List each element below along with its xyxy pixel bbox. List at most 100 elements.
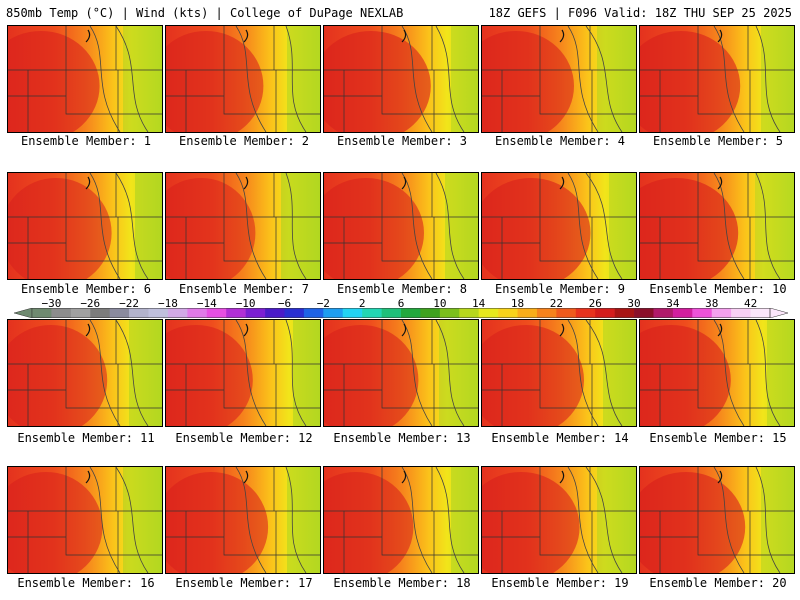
colorbar-bin	[498, 308, 518, 318]
ensemble-panel-1	[7, 25, 163, 133]
ensemble-panel-11	[7, 319, 163, 427]
temperature-map	[324, 320, 478, 426]
ensemble-panel-15	[639, 319, 795, 427]
colorbar-bin	[731, 308, 751, 318]
isotherm-contours	[401, 320, 465, 426]
temperature-map	[166, 26, 320, 132]
colorbar-bin	[459, 308, 479, 318]
colorbar-bin	[129, 308, 149, 318]
ensemble-member-label: Ensemble Member: 2	[178, 134, 310, 148]
ensemble-member-label: Ensemble Member: 17	[175, 576, 313, 590]
ensemble-member-label: Ensemble Member: 7	[178, 282, 310, 296]
colorbar-bin	[323, 308, 344, 318]
colorbar-bin	[167, 308, 188, 318]
colorbar-tick-label: −26	[80, 297, 101, 310]
state-boundaries	[166, 173, 320, 279]
temperature-map	[8, 467, 162, 573]
state-boundaries	[640, 467, 794, 573]
colorbar-bin	[226, 308, 246, 318]
colorbar-bin	[51, 308, 72, 318]
colorbar-bin	[575, 308, 596, 318]
state-boundaries	[482, 26, 636, 132]
colorbar-bin	[362, 308, 382, 318]
ensemble-member-label: Ensemble Member: 12	[175, 431, 313, 445]
temperature-map	[8, 173, 162, 279]
colorbar-tick-label: 2	[358, 297, 366, 310]
colorbar-bin	[381, 308, 402, 318]
colorbar-tick-label: −30	[41, 297, 62, 310]
colorbar-tick-label: 38	[705, 297, 719, 310]
colorbar-scale	[14, 308, 788, 318]
ensemble-panel-8	[323, 172, 479, 280]
state-boundaries	[166, 320, 320, 426]
state-boundaries	[482, 467, 636, 573]
isotherm-contours	[713, 320, 781, 426]
state-boundaries	[166, 26, 320, 132]
colorbar-tick-label: 42	[743, 297, 758, 310]
colorbar-bin	[265, 308, 285, 318]
isotherm-contours	[401, 173, 465, 279]
isotherm-contours	[89, 173, 149, 279]
run-valid-time: 18Z GEFS | F096 Valid: 18Z THU SEP 25 20…	[488, 6, 792, 20]
ensemble-member-label: Ensemble Member: 14	[491, 431, 629, 445]
colorbar-bin	[401, 308, 421, 318]
ensemble-member-label: Ensemble Member: 1	[20, 134, 152, 148]
ensemble-member-label: Ensemble Member: 16	[17, 576, 155, 590]
ensemble-member-label: Ensemble Member: 20	[649, 576, 787, 590]
state-boundaries	[8, 467, 162, 573]
isotherm-contours	[401, 467, 465, 573]
isotherm-contours	[713, 26, 781, 132]
temperature-map	[324, 173, 478, 279]
state-boundaries	[8, 320, 162, 426]
ensemble-panel-7	[165, 172, 321, 280]
state-boundaries	[324, 26, 478, 132]
colorbar-tick-label: −18	[158, 297, 178, 310]
isotherm-contours	[567, 173, 623, 279]
colorbar-bin	[32, 308, 52, 318]
isotherm-contours	[89, 320, 149, 426]
colorbar-bin	[711, 308, 732, 318]
colorbar-bin	[303, 308, 324, 318]
ensemble-member-label: Ensemble Member: 18	[333, 576, 471, 590]
colorbar-bin	[206, 308, 227, 318]
isotherm-contours	[401, 26, 465, 132]
state-boundaries	[324, 173, 478, 279]
temperature-map	[482, 467, 636, 573]
state-boundaries	[640, 173, 794, 279]
ensemble-panel-17	[165, 466, 321, 574]
colorbar-tick-label: 10	[433, 297, 447, 310]
ensemble-panel-12	[165, 319, 321, 427]
ensemble-member-label: Ensemble Member: 4	[494, 134, 626, 148]
state-boundaries	[482, 320, 636, 426]
colorbar-tick-label: 34	[666, 297, 680, 310]
temperature-map	[324, 26, 478, 132]
colorbar-tick-label: −6	[277, 297, 292, 310]
temperature-map	[166, 320, 320, 426]
state-boundaries	[324, 467, 478, 573]
colorbar-bin	[595, 308, 615, 318]
isotherm-contours	[567, 320, 623, 426]
ensemble-panel-16	[7, 466, 163, 574]
ensemble-panel-19	[481, 466, 637, 574]
colorbar-bin	[672, 308, 693, 318]
isotherm-contours	[713, 173, 781, 279]
temperature-map	[8, 320, 162, 426]
state-boundaries	[324, 320, 478, 426]
colorbar-bin	[420, 308, 441, 318]
state-boundaries	[8, 173, 162, 279]
colorbar-bin	[614, 308, 635, 318]
isotherm-contours	[235, 173, 307, 279]
ensemble-member-label: Ensemble Member: 3	[336, 134, 468, 148]
temperature-map	[640, 467, 794, 573]
temperature-map	[482, 26, 636, 132]
ensemble-panel-10	[639, 172, 795, 280]
ensemble-panel-3	[323, 25, 479, 133]
colorbar-bin	[634, 308, 654, 318]
colorbar-bin	[245, 308, 266, 318]
colorbar-max-arrow	[769, 308, 788, 318]
colorbar-ticks: −30 −26 −22 −18 −14 −10 −6 −2 2 6 10 14 18 22 26 30 34 38…	[14, 297, 788, 310]
map-title: 850mb Temp (°C) | Wind (kts) | College o…	[6, 6, 404, 20]
colorbar-bin	[556, 308, 577, 318]
colorbar-bin	[109, 308, 130, 318]
temperature-map	[482, 173, 636, 279]
